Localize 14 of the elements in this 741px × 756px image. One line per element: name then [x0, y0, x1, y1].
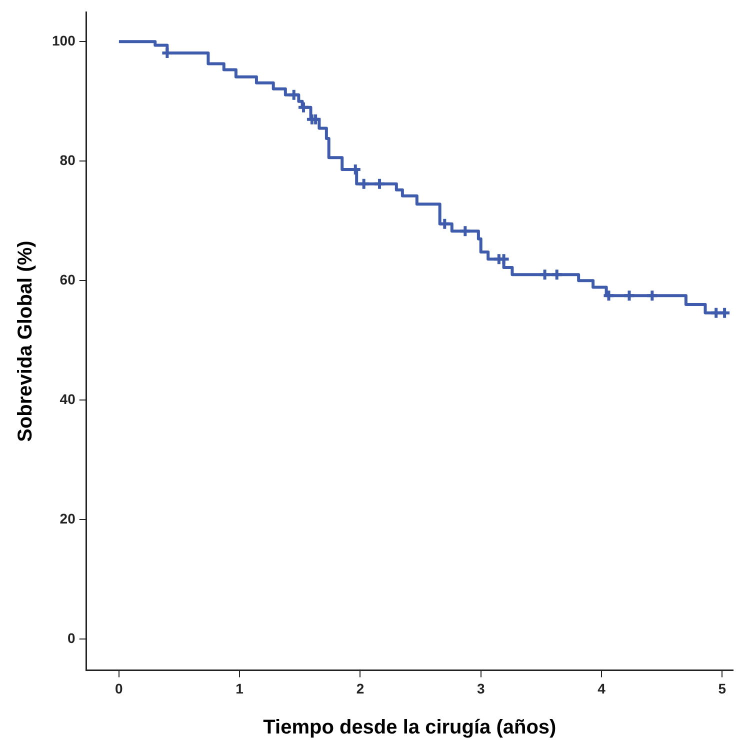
y-tick-label: 40 — [60, 391, 76, 408]
x-tick-label: 0 — [115, 680, 124, 696]
x-tick-label: 1 — [236, 680, 244, 696]
y-tick-label: 0 — [68, 630, 76, 646]
x-tick-label: 2 — [356, 680, 364, 696]
y-tick-label: 60 — [60, 272, 76, 288]
x-tick-label: 4 — [598, 680, 606, 696]
y-axis-title: Sobrevida Global (%) — [14, 240, 37, 442]
x-tick-label: 3 — [476, 680, 485, 696]
x-tick-label: 5 — [718, 680, 726, 696]
y-tick-label: 80 — [60, 152, 76, 168]
x-axis-title: Tiempo desde la cirugía (años) — [263, 716, 556, 739]
y-tick-label: 20 — [60, 510, 76, 526]
y-tick-label: 100 — [52, 32, 76, 49]
